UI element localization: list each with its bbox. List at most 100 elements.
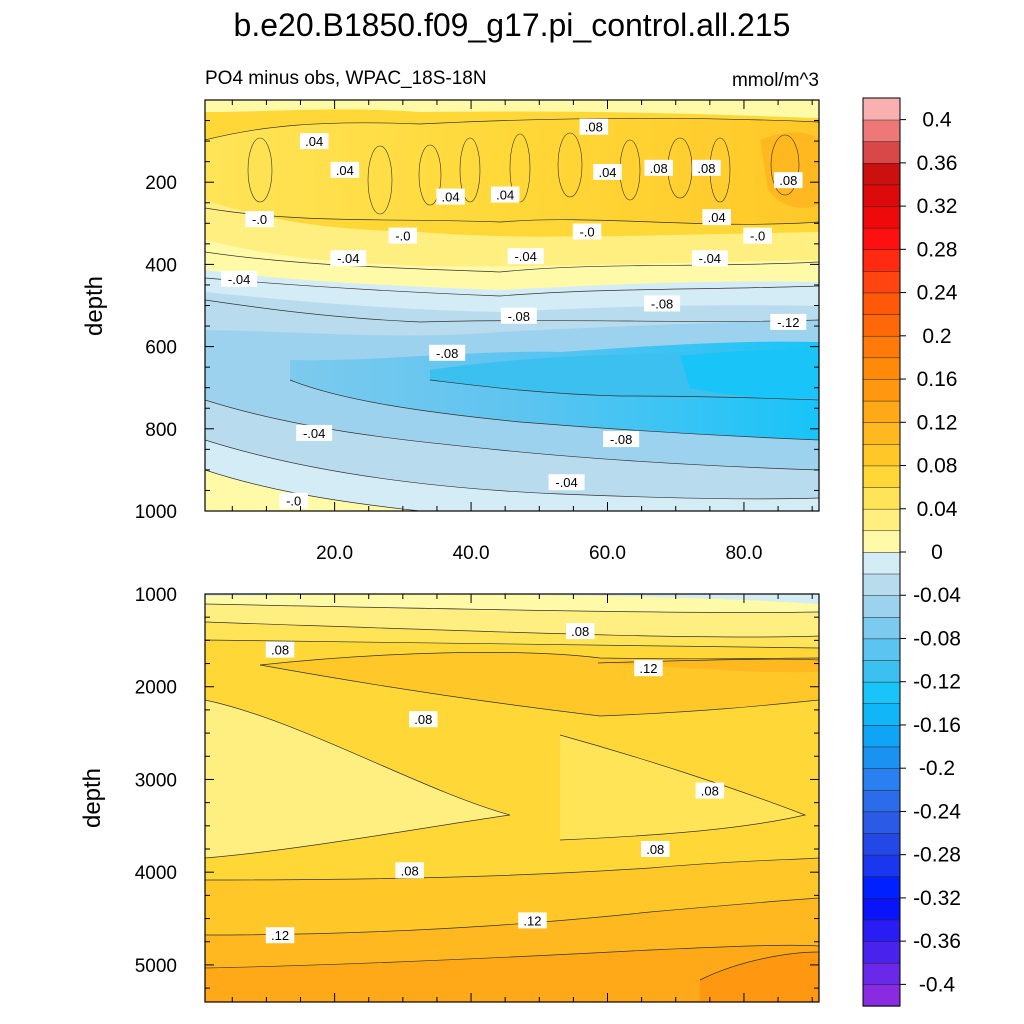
contour-label-box bbox=[579, 118, 609, 135]
contour-label-box bbox=[409, 711, 438, 728]
lower-band-0.10 bbox=[260, 652, 819, 716]
upper-band-0.02 bbox=[205, 240, 819, 296]
upper-contour-line bbox=[205, 399, 819, 471]
lower-top-pale bbox=[205, 594, 819, 613]
contour-label-box bbox=[436, 188, 465, 205]
lower-contour-line bbox=[699, 951, 819, 981]
colorbar-swatch bbox=[862, 984, 901, 1007]
contour-label-box bbox=[507, 248, 544, 265]
contour-label-box bbox=[641, 841, 670, 857]
colorbar-swatch bbox=[862, 184, 901, 207]
y-tick-label: 4000 bbox=[135, 863, 177, 884]
lower-top-gold bbox=[205, 622, 819, 648]
colorbar-swatch bbox=[862, 292, 901, 315]
lower-frame bbox=[204, 593, 820, 1003]
upper-contour-line bbox=[429, 379, 819, 401]
colorbar-tick-label: 0.32 bbox=[917, 195, 958, 218]
contour-label-box bbox=[593, 163, 622, 180]
upper-cell bbox=[509, 133, 531, 203]
colorbar-swatch bbox=[862, 378, 901, 402]
contour-label: .08 bbox=[571, 624, 589, 639]
contour-label: -.04 bbox=[555, 475, 577, 490]
contour-label-box bbox=[265, 927, 295, 944]
colorbar-swatch bbox=[862, 573, 901, 596]
colorbar-swatch bbox=[862, 119, 901, 142]
colorbar-tick-label: 0.24 bbox=[917, 282, 958, 305]
contour-label-box bbox=[691, 250, 728, 267]
colorbar-swatch bbox=[862, 897, 901, 921]
colorbar-tick-label: -0.4 bbox=[919, 973, 956, 996]
colorbar-tick-label: -0.36 bbox=[913, 930, 961, 953]
upper-contour-line bbox=[205, 118, 819, 141]
contour-label: -.04 bbox=[699, 251, 721, 266]
contour-label-box bbox=[299, 133, 329, 150]
lower-pale-tongue bbox=[205, 700, 510, 858]
contour-label-box bbox=[644, 159, 673, 176]
y-tick-label: 200 bbox=[145, 173, 177, 194]
contour-label-box bbox=[644, 295, 681, 312]
colorbar-swatch bbox=[862, 811, 901, 834]
colorbar-swatch bbox=[862, 681, 901, 704]
colorbar-tick-label: 0.36 bbox=[917, 152, 958, 175]
contour-label: .04 bbox=[708, 210, 726, 225]
contour-label: .12 bbox=[523, 913, 541, 928]
contour-label-box bbox=[692, 159, 721, 176]
colorbar-swatch bbox=[862, 465, 901, 488]
contour-label: .08 bbox=[779, 173, 797, 188]
contour-label-box bbox=[565, 623, 595, 640]
y-tick-label: 1000 bbox=[135, 585, 177, 606]
contour-label: -.0 bbox=[252, 212, 267, 227]
colorbar-tick-label: 0.08 bbox=[917, 455, 958, 478]
upper-panel: .08 .04 .04 .04 .04 .04 .08 .08 .08 -.0 -.0 -.0 -.0.… bbox=[205, 100, 819, 511]
upper-ylabel: depth bbox=[81, 276, 108, 336]
colorbar-swatch bbox=[862, 140, 901, 164]
units-label: mmol/m^3 bbox=[732, 70, 819, 91]
contour-label: .08 bbox=[585, 120, 603, 135]
contour-label-box bbox=[518, 912, 547, 929]
contour-label-box bbox=[695, 782, 725, 799]
colorbar-swatch bbox=[862, 313, 901, 337]
contour-label: .04 bbox=[598, 165, 616, 180]
upper-contour-line bbox=[205, 439, 819, 500]
lower-panel: .08 .08 .12 .08 .08 .08 .08 .12 .12 bbox=[205, 594, 819, 1002]
upper-contour-line bbox=[205, 299, 819, 323]
colorbar-tick-label: -0.16 bbox=[913, 714, 961, 737]
lower-contour-line bbox=[205, 699, 511, 859]
x-tick-label: 20.0 bbox=[316, 543, 353, 564]
colorbar-tick-label: 0 bbox=[931, 541, 943, 564]
contour-label: -.08 bbox=[508, 309, 530, 324]
contour-label-box bbox=[770, 313, 807, 330]
colorbar-swatch bbox=[862, 746, 901, 769]
y-tick-label: 5000 bbox=[135, 956, 177, 977]
lower-contour-labels: .08 .08 .12 .08 .08 .08 .08 .12 .12 bbox=[265, 623, 725, 944]
y-tick-label: 3000 bbox=[135, 770, 177, 791]
lower-contour-line bbox=[259, 652, 819, 666]
upper-cell bbox=[418, 144, 442, 206]
colorbar-swatch bbox=[862, 162, 901, 186]
contour-label: -.12 bbox=[777, 315, 799, 330]
colorbar-swatch bbox=[862, 659, 901, 683]
upper-cell bbox=[557, 132, 583, 198]
upper-cell bbox=[247, 137, 273, 203]
colorbar-swatch bbox=[862, 508, 901, 532]
lower-contour-line bbox=[205, 603, 819, 613]
colorbar-swatch bbox=[862, 270, 901, 294]
contour-label: -.0 bbox=[286, 494, 301, 509]
lower-contour-line bbox=[559, 734, 807, 841]
y-tick-label: 1000 bbox=[135, 502, 177, 523]
colorbar-swatch bbox=[862, 400, 901, 423]
colorbar-tick-label: -0.04 bbox=[913, 584, 961, 607]
y-tick-label: 400 bbox=[145, 255, 177, 276]
lower-contour-line bbox=[259, 664, 819, 717]
colorbar-swatch bbox=[862, 205, 901, 229]
upper-cell bbox=[770, 134, 800, 196]
upper-contour-line bbox=[289, 379, 819, 441]
colorbar-tick-label: 0.2 bbox=[922, 325, 951, 348]
contour-label: -.04 bbox=[514, 249, 536, 264]
colorbar-tick-label: -0.2 bbox=[919, 757, 955, 780]
contour-label-box bbox=[490, 186, 520, 203]
lower-top-blue bbox=[205, 594, 819, 604]
lower-contour-line bbox=[205, 857, 819, 881]
colorbar-swatch bbox=[862, 551, 901, 575]
contour-label: .08 bbox=[697, 161, 715, 176]
